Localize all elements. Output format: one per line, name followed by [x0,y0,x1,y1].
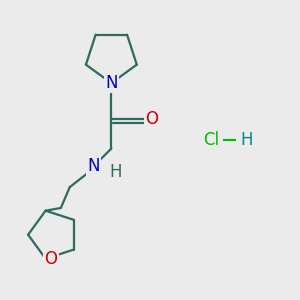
Text: H: H [240,130,253,148]
Text: N: N [105,74,118,92]
Text: N: N [87,157,100,175]
Text: O: O [44,250,57,268]
Text: H: H [110,163,122,181]
Text: O: O [145,110,158,128]
Text: Cl: Cl [203,130,219,148]
